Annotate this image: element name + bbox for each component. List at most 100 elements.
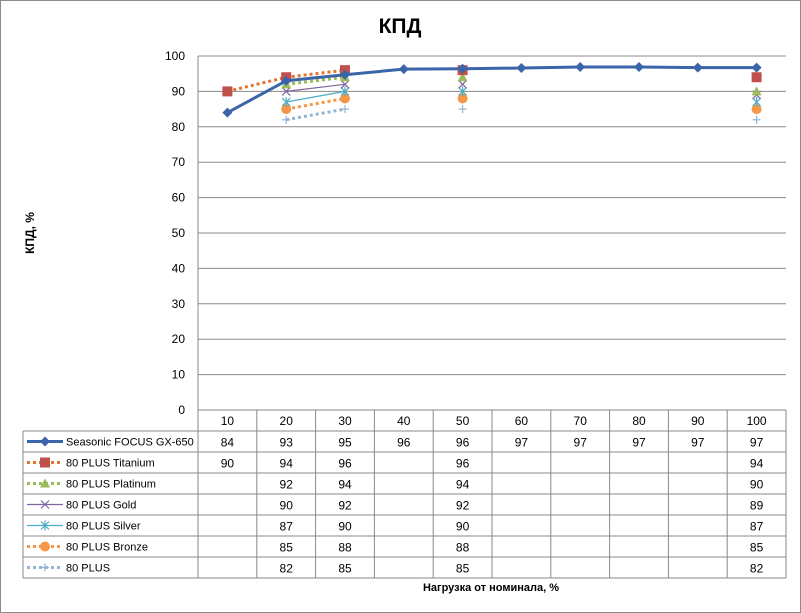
data-point-80-plus xyxy=(458,105,467,114)
data-label-seasonic-focus-gx-650: 97 xyxy=(750,436,764,450)
legend-marker-80-plus xyxy=(41,563,49,572)
data-point-seasonic-focus-gx-650 xyxy=(516,63,527,74)
data-point-80-plus-bronze xyxy=(340,93,350,104)
x-tick-label: 60 xyxy=(515,414,529,428)
x-tick-label: 100 xyxy=(747,414,767,428)
data-point-80-plus-titanium xyxy=(751,72,762,83)
data-label-80-plus-bronze: 85 xyxy=(280,541,294,555)
x-tick-label: 20 xyxy=(280,414,294,428)
data-point-seasonic-focus-gx-650 xyxy=(575,61,586,72)
series-80-plus xyxy=(282,105,761,124)
x-tick-label: 50 xyxy=(456,414,470,428)
data-point-80-plus-silver xyxy=(340,86,350,97)
series-80-plus-silver xyxy=(281,86,762,108)
data-label-seasonic-focus-gx-650: 97 xyxy=(515,436,529,450)
data-label-seasonic-focus-gx-650: 97 xyxy=(632,436,646,450)
series-seasonic-focus-gx-650 xyxy=(222,61,762,118)
data-point-80-plus-titanium xyxy=(222,86,233,97)
data-table: 10 20 30 40 50 60 70 80 90 100 Seasonic FOCUS GX-6… xyxy=(22,409,787,579)
data-point-seasonic-focus-gx-650 xyxy=(634,61,644,72)
data-label-80-plus-silver: 87 xyxy=(280,520,294,534)
y-tick-label: 0 xyxy=(178,403,185,417)
data-label-80-plus-gold: 92 xyxy=(338,499,352,513)
data-point-80-plus-platinum xyxy=(457,72,468,82)
data-point-80-plus-silver xyxy=(458,86,468,97)
legend-marker-80-plus-platinum xyxy=(40,478,50,488)
legend-label-80-plus-bronze: 80 PLUS Bronze xyxy=(66,542,148,554)
y-tick-label: 60 xyxy=(172,191,186,205)
x-tick-label: 30 xyxy=(338,414,352,428)
y-tick-label: 30 xyxy=(172,297,186,311)
x-tick-label: 80 xyxy=(632,414,646,428)
x-axis-label: Нагрузка от номинала, % xyxy=(423,582,559,594)
legend-label-80-plus-platinum: 80 PLUS Platinum xyxy=(66,479,156,491)
data-label-80-plus-platinum: 94 xyxy=(338,478,352,492)
data-point-seasonic-focus-gx-650 xyxy=(457,63,468,74)
data-label-80-plus-silver: 90 xyxy=(456,520,470,534)
x-tick-label: 90 xyxy=(691,414,705,428)
data-point-seasonic-focus-gx-650 xyxy=(222,107,233,118)
data-label-80-plus-platinum: 90 xyxy=(750,478,764,492)
data-label-seasonic-focus-gx-650: 96 xyxy=(456,436,470,450)
data-point-seasonic-focus-gx-650 xyxy=(281,75,292,86)
x-tick-label: 40 xyxy=(397,414,411,428)
data-point-80-plus xyxy=(752,115,761,124)
data-point-80-plus-bronze xyxy=(751,104,762,115)
legend-marker-80-plus-gold xyxy=(40,500,50,509)
data-label-80-plus-bronze: 88 xyxy=(456,541,470,555)
data-label-80-plus-bronze: 88 xyxy=(338,541,352,555)
data-point-80-plus xyxy=(282,115,291,124)
data-label-80-plus-titanium: 94 xyxy=(750,457,764,471)
legend-marker-seasonic-focus-gx-650 xyxy=(40,436,50,447)
data-label-seasonic-focus-gx-650: 95 xyxy=(338,436,352,450)
data-point-80-plus-bronze xyxy=(457,93,468,104)
chart-title: КПД xyxy=(379,15,422,38)
series-line-80-plus-silver xyxy=(286,90,346,103)
series-line-80-plus-platinum xyxy=(286,75,346,86)
data-point-80-plus-gold xyxy=(281,86,291,96)
data-point-seasonic-focus-gx-650 xyxy=(340,69,350,80)
data-label-80-plus: 82 xyxy=(750,562,764,576)
y-tick-label: 90 xyxy=(172,84,186,98)
data-label-80-plus: 85 xyxy=(456,562,470,576)
series-80-plus-bronze xyxy=(281,93,762,115)
data-label-80-plus: 85 xyxy=(338,562,352,576)
series-80-plus-platinum xyxy=(281,72,762,96)
data-point-seasonic-focus-gx-650 xyxy=(692,62,703,73)
data-label-seasonic-focus-gx-650: 97 xyxy=(574,436,588,450)
data-label-80-plus-gold: 89 xyxy=(750,499,764,513)
data-label-80-plus-platinum: 92 xyxy=(280,478,294,492)
data-label-80-plus-titanium: 90 xyxy=(221,457,235,471)
series-layer xyxy=(222,61,762,124)
data-label-80-plus-silver: 90 xyxy=(338,520,352,534)
data-point-seasonic-focus-gx-650 xyxy=(398,64,409,75)
y-axis-label: КПД, % xyxy=(23,212,37,254)
legend-marker-80-plus-silver xyxy=(40,520,50,531)
data-point-80-plus-gold xyxy=(458,79,468,89)
legend-label-80-plus: 80 PLUS xyxy=(66,563,110,575)
legend-label-80-plus-gold: 80 PLUS Gold xyxy=(66,500,136,512)
y-tick-label: 80 xyxy=(172,120,186,134)
data-label-seasonic-focus-gx-650: 96 xyxy=(397,436,411,450)
data-point-seasonic-focus-gx-650 xyxy=(751,62,762,73)
x-tick-label: 70 xyxy=(574,414,588,428)
legend-marker-80-plus-titanium xyxy=(40,457,50,468)
data-label-80-plus-titanium: 94 xyxy=(280,457,294,471)
data-point-80-plus-silver xyxy=(281,97,291,108)
gridlines: 0 10 20 30 40 50 60 70 80 90 100 xyxy=(165,49,786,417)
data-point-80-plus-bronze xyxy=(281,104,292,115)
series-line-seasonic-focus-gx-650 xyxy=(226,65,757,114)
data-label-seasonic-focus-gx-650: 97 xyxy=(691,436,705,450)
legend-label-seasonic-focus-gx-650: Seasonic FOCUS GX-650 xyxy=(66,437,194,449)
y-tick-label: 20 xyxy=(172,332,186,346)
data-label-80-plus-titanium: 96 xyxy=(456,457,470,471)
y-tick-label: 70 xyxy=(172,155,186,169)
legend-label-80-plus-silver: 80 PLUS Silver xyxy=(66,521,141,533)
series-line-80-plus-gold xyxy=(286,83,346,92)
data-point-80-plus xyxy=(341,105,349,114)
data-label-80-plus-gold: 92 xyxy=(456,499,470,513)
data-label-80-plus-platinum: 94 xyxy=(456,478,470,492)
legend-marker-80-plus-bronze xyxy=(40,541,50,552)
data-label-80-plus-bronze: 85 xyxy=(750,541,764,555)
